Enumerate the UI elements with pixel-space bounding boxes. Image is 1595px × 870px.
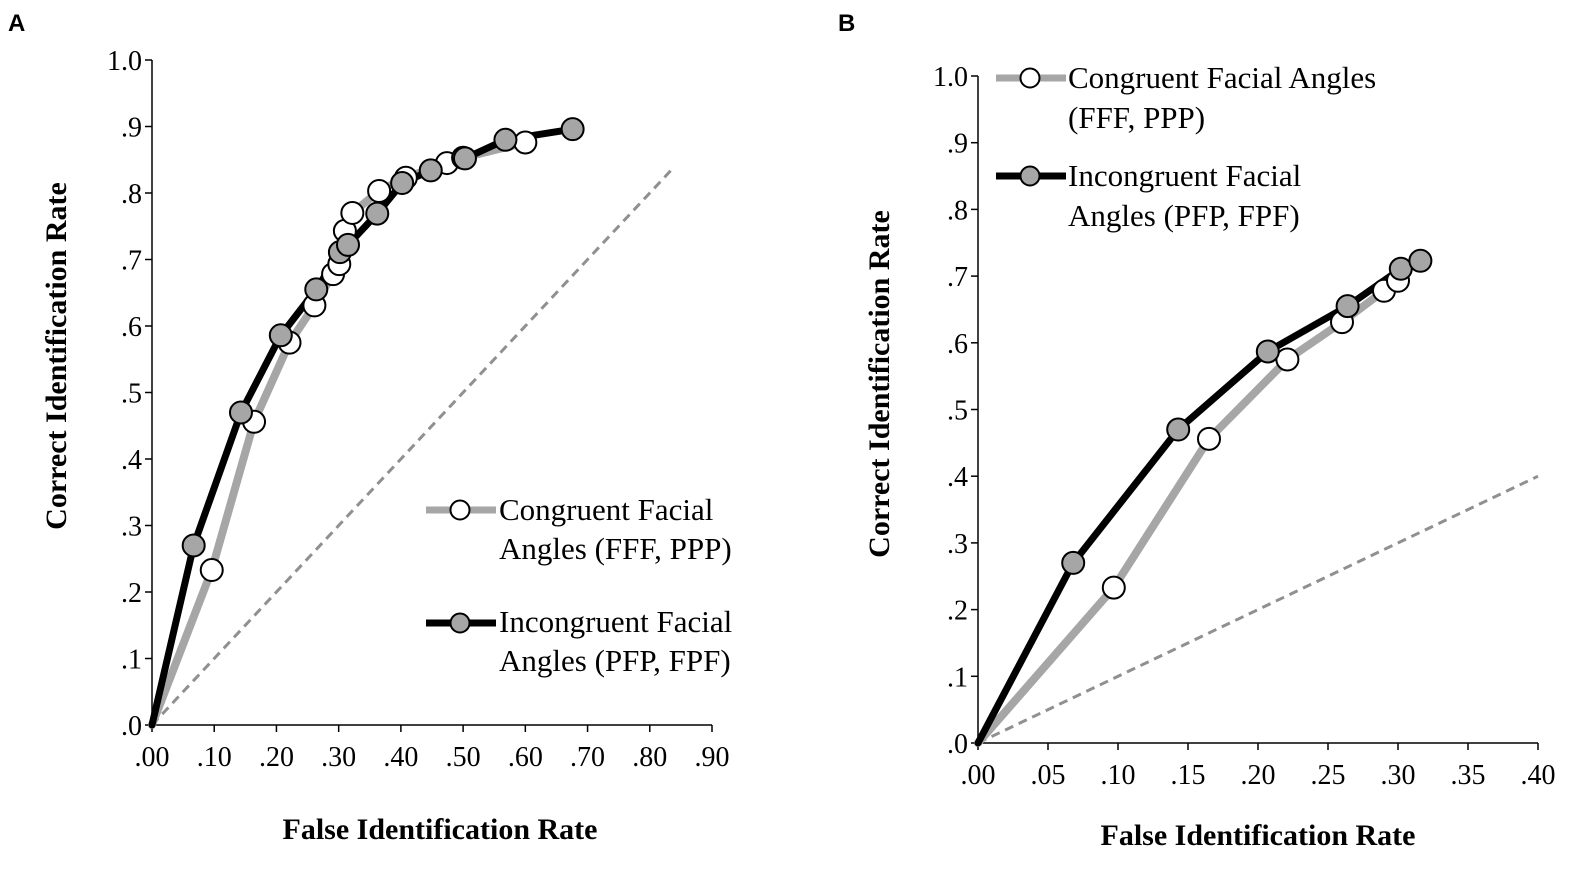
incongruent-data-point: [1408, 248, 1433, 273]
y-tick-label: .0: [121, 711, 142, 742]
x-tick-label: .20: [259, 742, 294, 773]
legend-a-incongruent-line2: Angles (PFP, FPF): [499, 643, 731, 678]
y-tick-label: 1.0: [933, 62, 968, 93]
x-tick-label: .20: [1241, 760, 1276, 791]
legend-a-congruent-line2: Angles (FFF, PPP): [499, 531, 732, 566]
congruent-data-point: [340, 200, 365, 225]
incongruent-data-point: [268, 323, 293, 348]
y-tick-label: .4: [121, 445, 142, 476]
incongruent-data-point: [560, 117, 585, 142]
incongruent-data-point: [336, 232, 360, 257]
panel-b-letter: B: [838, 10, 855, 37]
x-tick-label: .10: [197, 742, 232, 773]
incongruent-data-point: [1255, 339, 1280, 364]
congruent-data-point: [1197, 426, 1221, 451]
incongruent-data-point: [365, 201, 390, 226]
panel-a-x-axis-title: False Identification Rate: [283, 813, 598, 846]
legend-b-congruent-line2: (FFF, PPP): [1068, 100, 1205, 135]
chance-line: [977, 474, 1539, 745]
panel-a-letter: A: [8, 10, 25, 37]
panel-b-series: [974, 248, 1539, 747]
x-tick-label: .80: [632, 742, 667, 773]
x-tick-label: .90: [695, 742, 730, 773]
congruent-data-point: [513, 130, 538, 155]
y-tick-label: .2: [121, 578, 142, 609]
congruent-data-point: [1101, 575, 1126, 600]
legend-a-incongruent-line1: Incongruent Facial: [499, 604, 732, 639]
legend-a-incongruent-marker: [449, 612, 471, 634]
panel-b-x-axis-title: False Identification Rate: [1101, 819, 1416, 852]
y-tick-label: .1: [947, 662, 968, 693]
x-tick-label: .10: [1101, 760, 1136, 791]
panel-a: A .0 .1 .2 .3 .4 .5 .6 .7 .8 .9 1.0 .00 .10 .20 .30 .4…: [8, 10, 732, 846]
panel-b-legend: Congruent Facial Angles (FFF, PPP) Incon…: [996, 60, 1376, 233]
y-tick-label: .3: [121, 512, 142, 543]
legend-b-incongruent-line1: Incongruent Facial: [1068, 158, 1301, 193]
panel-b-y-axis-title: Correct Identification Rate: [863, 210, 896, 558]
x-tick-label: .30: [321, 742, 356, 773]
y-tick-label: .6: [947, 329, 968, 360]
chance-line: [150, 168, 673, 727]
legend-b-congruent-line1: Congruent Facial Angles: [1068, 60, 1376, 95]
panel-b-y-ticks: .0 .1 .2 .3 .4 .5 .6 .7 .8 .9 1.0: [933, 62, 978, 760]
x-tick-label: .35: [1451, 760, 1486, 791]
y-tick-label: 1.0: [107, 46, 142, 77]
y-tick-label: .9: [121, 113, 142, 144]
congruent-data-point: [367, 179, 392, 204]
incongruent-data-point: [1061, 550, 1086, 575]
y-tick-label: .6: [121, 312, 142, 343]
panel-a-x-ticks: .00 .10 .20 .30 .40 .50 .60 .70 .80 .90: [135, 725, 730, 773]
y-tick-label: .5: [947, 396, 968, 427]
incongruent-data-point: [418, 158, 443, 183]
x-tick-label: .50: [446, 742, 481, 773]
y-tick-label: .3: [947, 529, 968, 560]
x-tick-label: .70: [570, 742, 605, 773]
y-tick-label: .5: [121, 379, 142, 410]
incongruent-data-point: [1166, 417, 1191, 442]
x-tick-label: .40: [1521, 760, 1556, 791]
congruent-data-point: [199, 558, 224, 583]
x-tick-label: .40: [383, 742, 418, 773]
panel-a-legend: Congruent Facial Angles (FFF, PPP) Incon…: [426, 492, 732, 678]
legend-b-congruent-marker: [1019, 67, 1041, 89]
x-tick-label: .15: [1171, 760, 1206, 791]
congruent-series-line: [974, 276, 1402, 747]
y-tick-label: .4: [947, 462, 968, 493]
panel-b-x-ticks: .00 .05 .10 .15 .20 .25 .30 .35 .40: [961, 743, 1556, 791]
panel-a-y-ticks: .0 .1 .2 .3 .4 .5 .6 .7 .8 .9 1.0: [107, 46, 152, 742]
incongruent-data-point: [228, 400, 253, 425]
x-tick-label: .60: [508, 742, 543, 773]
y-tick-label: .2: [947, 596, 968, 627]
legend-b-incongruent-line2: Angles (PFP, FPF): [1068, 198, 1300, 233]
y-tick-label: .8: [121, 179, 142, 210]
panel-a-y-axis-title: Correct Identification Rate: [40, 182, 73, 530]
y-tick-label: .8: [947, 195, 968, 226]
x-tick-label: .30: [1381, 760, 1416, 791]
y-tick-label: .7: [121, 246, 142, 277]
y-tick-label: .1: [121, 645, 142, 676]
incongruent-data-point: [452, 146, 477, 171]
x-tick-label: .00: [961, 760, 996, 791]
x-tick-label: .25: [1311, 760, 1346, 791]
y-tick-label: .0: [947, 729, 968, 760]
x-tick-label: .05: [1031, 760, 1066, 791]
panel-b: B .0 .1 .2 .3 .4 .5 .6 .7 .8 .9 1.0 .00 .05 .10 .15 .2…: [838, 10, 1556, 852]
incongruent-data-point: [493, 127, 518, 152]
incongruent-data-point: [181, 533, 206, 558]
legend-b-incongruent-marker: [1019, 165, 1041, 187]
incongruent-data-point: [304, 277, 329, 302]
legend-a-congruent-line1: Congruent Facial: [499, 492, 713, 527]
x-tick-label: .00: [135, 742, 170, 773]
legend-a-congruent-marker: [449, 499, 471, 521]
incongruent-data-point: [1335, 294, 1360, 319]
panel-a-series: [148, 117, 673, 729]
y-tick-label: .9: [947, 129, 968, 160]
incongruent-data-point: [390, 171, 415, 196]
y-tick-label: .7: [947, 262, 968, 293]
